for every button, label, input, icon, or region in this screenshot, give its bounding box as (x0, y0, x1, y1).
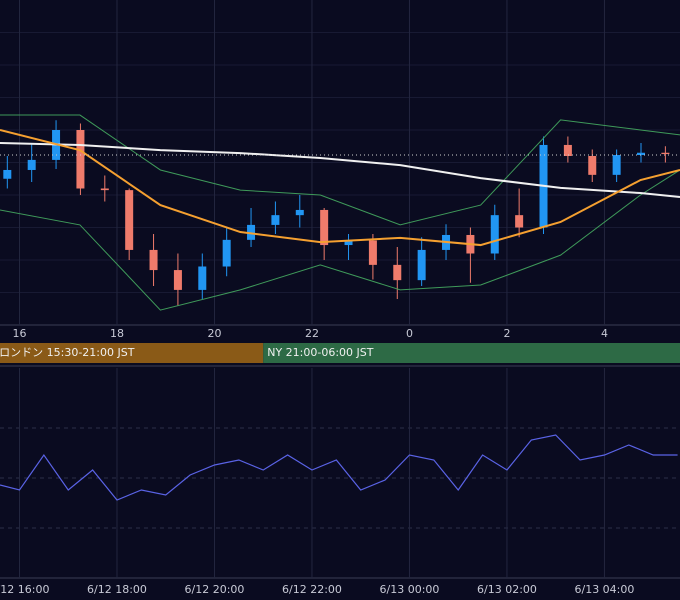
plot-area (0, 114, 680, 311)
candle-body (247, 224, 256, 240)
session-label: ロンドン 15:30-21:00 JST (0, 346, 135, 359)
candle-body (295, 209, 304, 216)
candle-body (637, 152, 646, 156)
session-bar (0, 343, 264, 363)
plot-area (0, 434, 678, 501)
candle-body (661, 152, 670, 155)
x-tick-label: 20 (207, 327, 221, 340)
candle-body (612, 155, 621, 175)
candle-body (173, 270, 182, 290)
indicator-line (0, 114, 680, 226)
candle-body (271, 215, 280, 225)
x-tick-label: 6/13 00:00 (380, 583, 440, 596)
oscillator-line (0, 434, 678, 501)
x-tick-label: 6/12 20:00 (185, 583, 245, 596)
x-tick-label: 2 (503, 327, 510, 340)
x-tick-label: 6/12 16:00 (0, 583, 49, 596)
candle-body (125, 190, 134, 250)
candle-body (3, 169, 12, 179)
x-tick-label: 18 (110, 327, 124, 340)
indicator-line (0, 142, 680, 198)
x-tick-label: 6/13 02:00 (477, 583, 537, 596)
candle-body (490, 215, 499, 254)
candle-body (76, 130, 85, 189)
candle-body (588, 156, 597, 175)
candle-body (515, 215, 524, 228)
candle-body (563, 144, 572, 156)
candle-body (368, 240, 377, 265)
x-tick-label: 16 (12, 327, 26, 340)
candle-body (320, 209, 329, 246)
session-bar (263, 343, 680, 363)
indicator-line (0, 169, 680, 311)
candle-body (198, 266, 207, 290)
candle-body (417, 249, 426, 281)
x-tick-label: 6/13 04:00 (574, 583, 634, 596)
x-tick-label: 4 (601, 327, 608, 340)
candle-body (27, 159, 36, 170)
candle-body (149, 249, 158, 271)
candle-body (100, 188, 109, 191)
candle-body (344, 240, 353, 246)
session-label: NY 21:00-06:00 JST (267, 346, 374, 359)
indicator-line (0, 129, 680, 247)
candle-body (393, 264, 402, 281)
x-tick-label: 6/12 18:00 (87, 583, 147, 596)
candle-body (222, 239, 231, 267)
x-tick-label: 22 (305, 327, 319, 340)
x-tick-label: 0 (406, 327, 413, 340)
x-tick-label: 6/12 22:00 (282, 583, 342, 596)
